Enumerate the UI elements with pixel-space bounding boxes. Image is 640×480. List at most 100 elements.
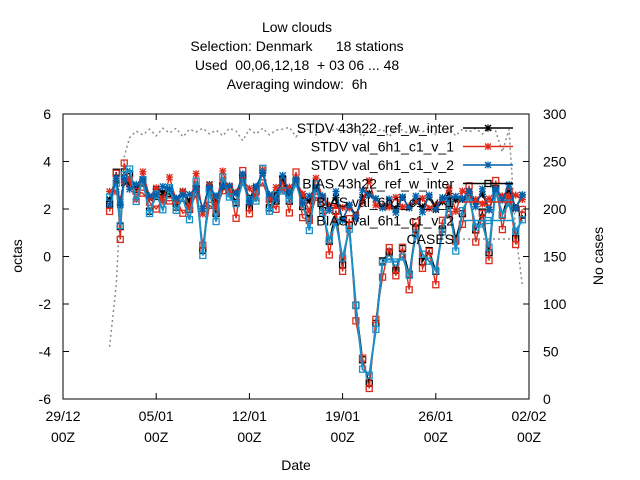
data-point (305, 226, 313, 235)
data-point (179, 188, 187, 196)
legend-marker (484, 216, 492, 225)
data-point (339, 216, 347, 224)
data-point (478, 190, 486, 198)
y-tick-label: 4 (43, 154, 51, 170)
series-layer (105, 126, 526, 393)
data-point (106, 201, 114, 209)
data-point (425, 257, 433, 265)
data-point (259, 169, 267, 177)
data-point (405, 204, 413, 212)
data-point (458, 207, 467, 215)
title-line-4: Averaging window: 6h (226, 76, 368, 92)
data-point (478, 209, 487, 218)
data-point (265, 191, 273, 199)
y2-axis-label: No cases (590, 227, 606, 285)
data-point (472, 223, 480, 231)
data-point (319, 192, 327, 200)
y-tick-label: 0 (43, 249, 51, 265)
data-point (159, 206, 167, 214)
data-point (325, 201, 333, 209)
data-point (126, 175, 134, 183)
data-point (172, 206, 180, 214)
legend: STDV 43h22_ref_w_inter STDV val_6h1_c1_v_… (297, 120, 513, 247)
y2-tick-label: 250 (543, 154, 567, 170)
legend-label: BIAS val_6h1_c1_v_1 (316, 194, 454, 210)
data-point (252, 197, 260, 205)
data-point (518, 195, 526, 203)
data-point (279, 171, 287, 179)
series-line (108, 166, 524, 378)
y2-tick-label: 300 (543, 106, 567, 122)
x-tick-sublabel: 00Z (51, 429, 76, 445)
data-point (485, 256, 493, 265)
data-point (512, 227, 520, 235)
data-point (252, 182, 260, 190)
data-point (192, 177, 200, 185)
data-point (212, 217, 220, 226)
data-point (199, 251, 207, 260)
y2-tick-label: 50 (543, 344, 559, 360)
data-point (106, 187, 114, 195)
data-point (412, 192, 420, 200)
x-tick-label: 02/02 (511, 408, 546, 424)
data-point (116, 221, 124, 230)
data-point (299, 199, 307, 207)
data-point (512, 240, 520, 249)
legend-label: STDV 43h22_ref_w_inter (297, 120, 455, 136)
data-point (418, 264, 427, 273)
y2-tick-label: 100 (543, 296, 567, 312)
data-point (352, 301, 360, 310)
x-tick-sublabel: 00Z (517, 429, 542, 445)
data-point (185, 203, 193, 211)
y2-tick-label: 150 (543, 249, 567, 265)
data-point (105, 193, 114, 201)
data-point (359, 198, 367, 206)
data-point (405, 286, 413, 294)
title-line-3: Used 00,06,12,18 + 03 06 ... 48 (194, 57, 400, 73)
data-point (318, 209, 327, 217)
data-point (112, 174, 120, 182)
data-point (485, 206, 493, 214)
data-point (512, 205, 520, 213)
data-point (379, 204, 387, 212)
data-point (392, 258, 400, 266)
data-point (438, 193, 446, 201)
data-point (212, 192, 220, 200)
data-point (365, 191, 373, 199)
data-point (132, 180, 140, 188)
data-point (312, 184, 320, 192)
data-point (418, 208, 426, 216)
title-line-1: Low clouds (261, 19, 333, 35)
x-tick-sublabel: 00Z (424, 429, 449, 445)
data-point (365, 384, 373, 393)
data-point (199, 210, 207, 218)
data-point (418, 250, 427, 258)
data-point (478, 185, 486, 193)
legend-label: BIAS val_6h1_c1_v_2 (316, 213, 454, 229)
data-point (465, 187, 473, 195)
x-tick-label: 12/01 (232, 408, 267, 424)
data-point (512, 191, 520, 199)
y-tick-label: 6 (43, 106, 51, 122)
data-point (179, 191, 187, 199)
data-point (345, 204, 353, 212)
data-point (498, 192, 506, 200)
legend-label: STDV val_6h1_c1_v_2 (311, 157, 454, 173)
data-point (412, 230, 420, 238)
data-point (272, 196, 280, 204)
data-point (272, 183, 280, 191)
data-point (385, 195, 393, 203)
data-point (179, 209, 187, 217)
data-point (385, 203, 393, 211)
legend-label: BIAS 43h22_ref_w_inter (302, 176, 454, 192)
data-point (205, 183, 213, 191)
data-point (359, 186, 367, 194)
data-point (219, 182, 227, 190)
data-point (159, 182, 167, 190)
data-point (352, 317, 360, 325)
data-point (478, 200, 486, 208)
data-point (418, 194, 426, 202)
data-point (452, 192, 460, 200)
data-point (438, 228, 447, 236)
legend-marker (484, 143, 492, 150)
